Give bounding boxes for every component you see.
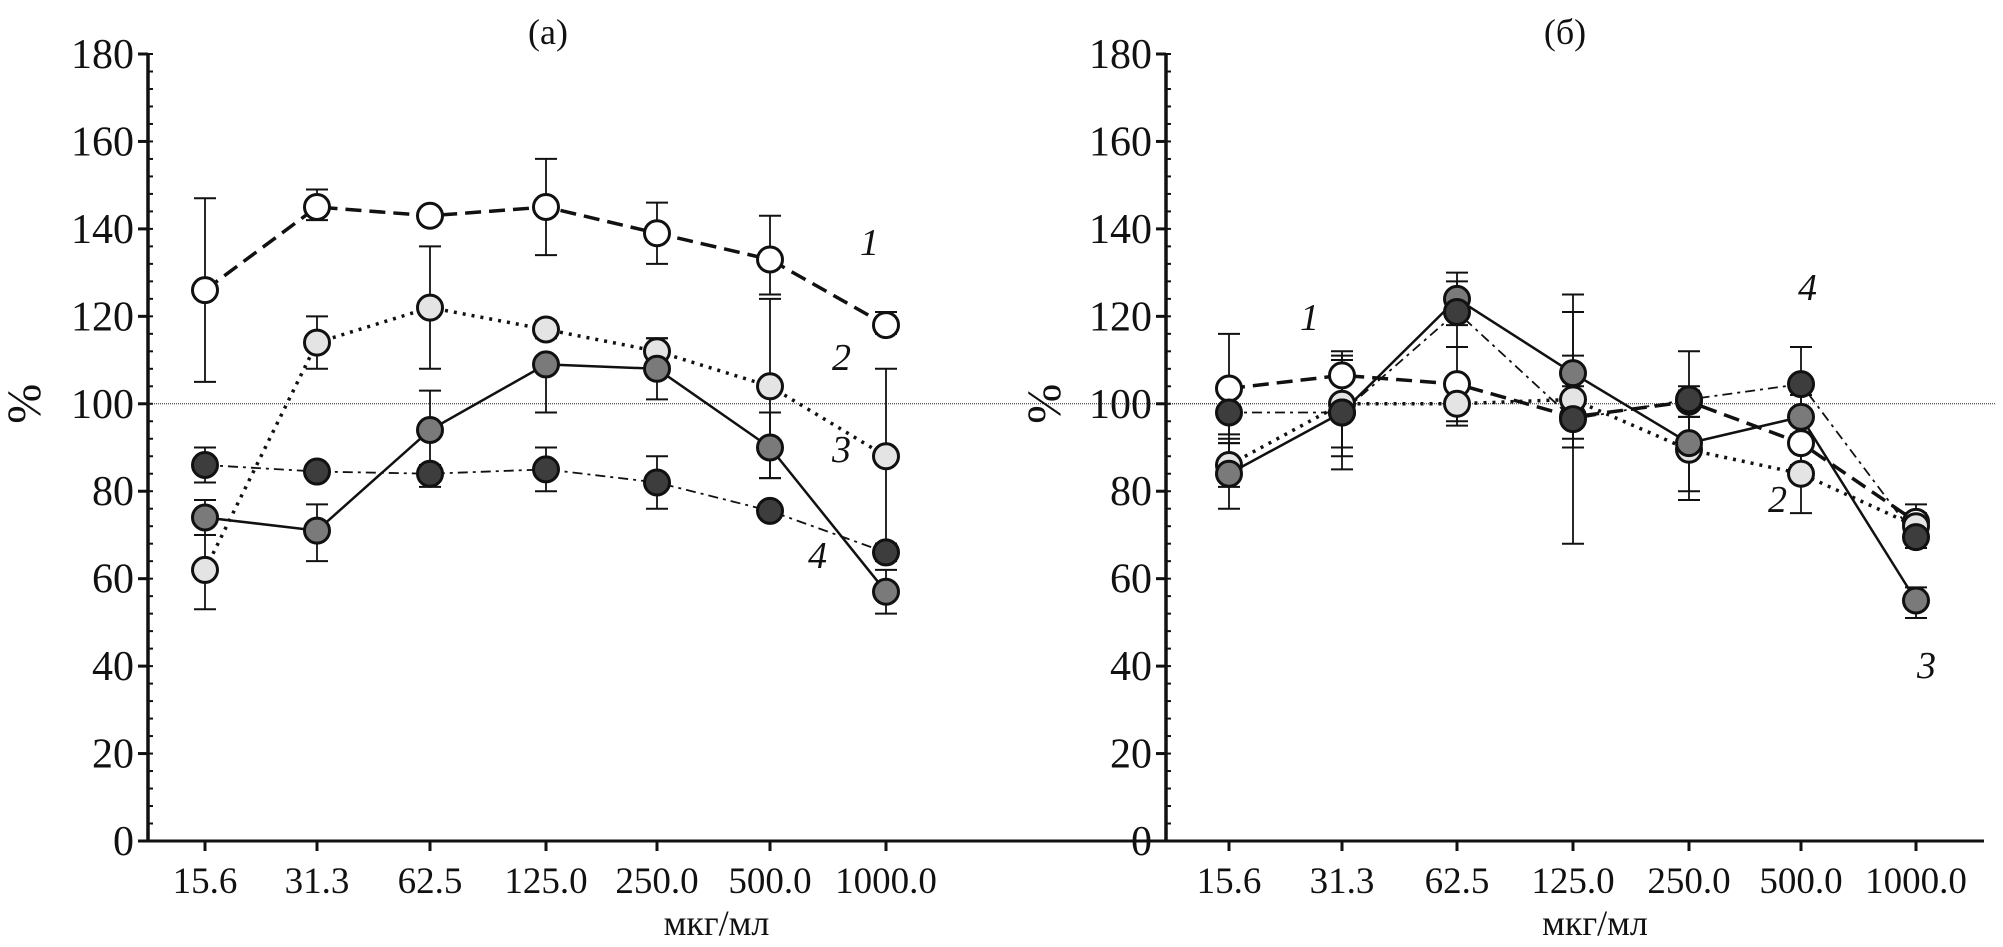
y-tick-label: 20 (92, 732, 134, 778)
data-point (191, 555, 219, 584)
data-point (1215, 459, 1243, 488)
x-tick-label: 62.5 (398, 861, 463, 902)
data-point (532, 315, 560, 344)
y-axis-label: % (0, 384, 51, 424)
data-point (756, 496, 784, 525)
data-point (1328, 398, 1356, 427)
y-tick-label: 120 (1089, 294, 1152, 340)
data-point (532, 455, 560, 484)
y-tick-label: 180 (1089, 32, 1152, 78)
series-label: 2 (1768, 479, 1787, 521)
series-1 (194, 157, 897, 383)
series-label: 1 (1300, 297, 1319, 339)
data-point (416, 459, 444, 488)
y-tick-label: 180 (71, 32, 134, 78)
data-point (756, 372, 784, 401)
data-point (643, 219, 671, 248)
data-point (1443, 297, 1471, 326)
y-tick-label: 80 (92, 469, 134, 515)
y-tick-label: 140 (1089, 207, 1152, 253)
x-axis-label: мкг/мл (1542, 903, 1648, 943)
data-point (872, 577, 900, 606)
data-point (872, 311, 900, 340)
y-tick-label: 140 (71, 207, 134, 253)
x-tick-label: 31.3 (285, 861, 350, 902)
x-tick-label: 15.6 (1197, 861, 1262, 902)
data-point (1443, 389, 1471, 418)
data-point (1787, 402, 1815, 431)
y-tick-label: 100 (71, 382, 134, 428)
y-tick-label: 40 (1110, 644, 1152, 690)
data-point (1787, 429, 1815, 458)
chart-title: (a) (528, 12, 568, 52)
data-point (1559, 359, 1587, 388)
data-point (303, 457, 331, 486)
y-tick-label: 40 (92, 644, 134, 690)
data-point (1787, 370, 1815, 399)
y-tick-label: 0 (1131, 819, 1152, 865)
data-point (872, 538, 900, 567)
data-point (756, 245, 784, 274)
data-point (191, 276, 219, 305)
x-tick-label: 500.0 (728, 861, 811, 902)
data-point (872, 442, 900, 471)
data-point (303, 516, 331, 545)
data-point (1675, 385, 1703, 414)
y-tick-label: 0 (113, 819, 134, 865)
x-tick-label: 1000.0 (835, 861, 937, 902)
data-point (643, 354, 671, 383)
chart-title: (б) (1544, 12, 1586, 52)
data-point (1328, 361, 1356, 390)
y-tick-label: 120 (71, 294, 134, 340)
data-point (1902, 586, 1930, 615)
data-point (1787, 459, 1815, 488)
data-point (191, 503, 219, 532)
data-point (416, 416, 444, 445)
series-2 (194, 245, 897, 611)
series-label: 4 (808, 535, 827, 577)
series-label: 4 (1798, 267, 1817, 309)
series-label: 1 (860, 222, 879, 264)
data-point (191, 450, 219, 479)
data-point (532, 350, 560, 379)
data-point (756, 433, 784, 462)
y-tick-label: 100 (1089, 382, 1152, 428)
y-tick-label: 20 (1110, 732, 1152, 778)
x-tick-label: 125.0 (504, 861, 587, 902)
x-tick-label: 1000.0 (1865, 861, 1967, 902)
x-tick-label: 500.0 (1759, 861, 1842, 902)
data-point (532, 193, 560, 222)
panel-b: (б) 0 20 40 60 80 100 120 140 160 180 15.6 31.3 62.5 1… (1018, 12, 1995, 943)
y-tick-label: 160 (1089, 119, 1152, 165)
data-point (1215, 374, 1243, 403)
y-tick-label: 60 (1110, 557, 1152, 603)
x-axis-label: мкг/мл (664, 903, 770, 943)
data-point (1215, 398, 1243, 427)
y-tick-label: 60 (92, 557, 134, 603)
x-tick-label: 250.0 (1647, 861, 1730, 902)
series-label: 3 (1916, 645, 1936, 687)
series-label: 2 (832, 337, 851, 379)
data-point (416, 293, 444, 322)
y-axis-label: % (1018, 384, 1071, 424)
x-tick-label: 250.0 (615, 861, 698, 902)
data-point (1902, 523, 1930, 552)
y-tick-label: 80 (1110, 469, 1152, 515)
data-point (303, 193, 331, 222)
x-tick-label: 31.3 (1310, 861, 1375, 902)
data-point (416, 201, 444, 230)
x-tick-label: 125.0 (1531, 861, 1614, 902)
data-point (303, 328, 331, 357)
series-label: 3 (831, 429, 851, 471)
data-point (1675, 429, 1703, 458)
x-tick-label: 62.5 (1425, 861, 1490, 902)
y-tick-label: 160 (71, 119, 134, 165)
data-point (643, 468, 671, 497)
data-point (1559, 405, 1587, 434)
x-tick-label: 15.6 (173, 861, 238, 902)
